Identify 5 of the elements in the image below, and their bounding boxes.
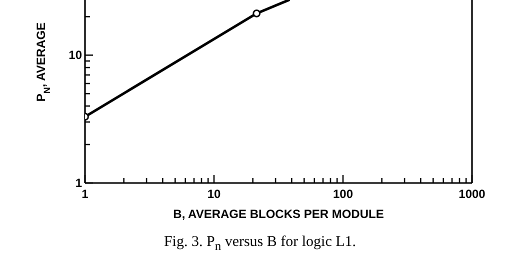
x-tick-label: 1000	[458, 187, 486, 201]
x-axis-title: B, AVERAGE BLOCKS PER MODULE	[173, 207, 384, 221]
x-tick-label: 100	[332, 187, 354, 201]
caption: Fig. 3. P$_{n}$ versus B for logic L1.	[162, 234, 358, 254]
x-tick-label: 10	[207, 187, 221, 201]
